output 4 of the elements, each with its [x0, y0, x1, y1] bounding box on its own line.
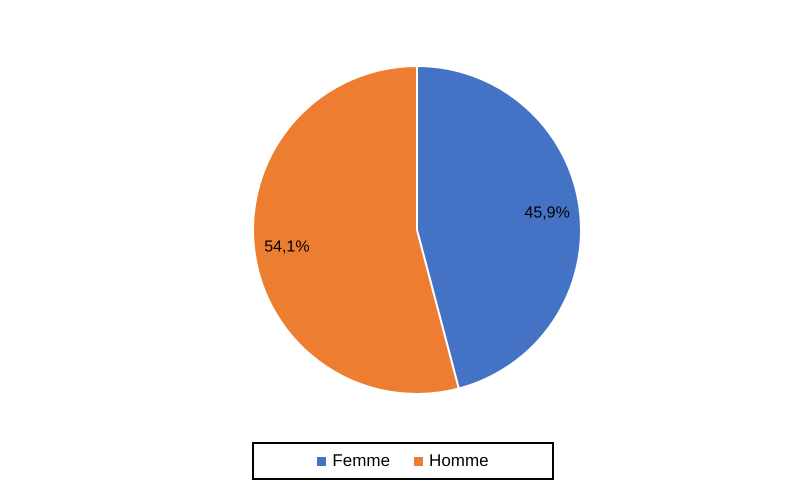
- data-label: 45,9%: [524, 204, 570, 222]
- legend-label: Femme: [332, 451, 390, 471]
- legend-label: Homme: [429, 451, 489, 471]
- data-label: 54,1%: [264, 238, 310, 256]
